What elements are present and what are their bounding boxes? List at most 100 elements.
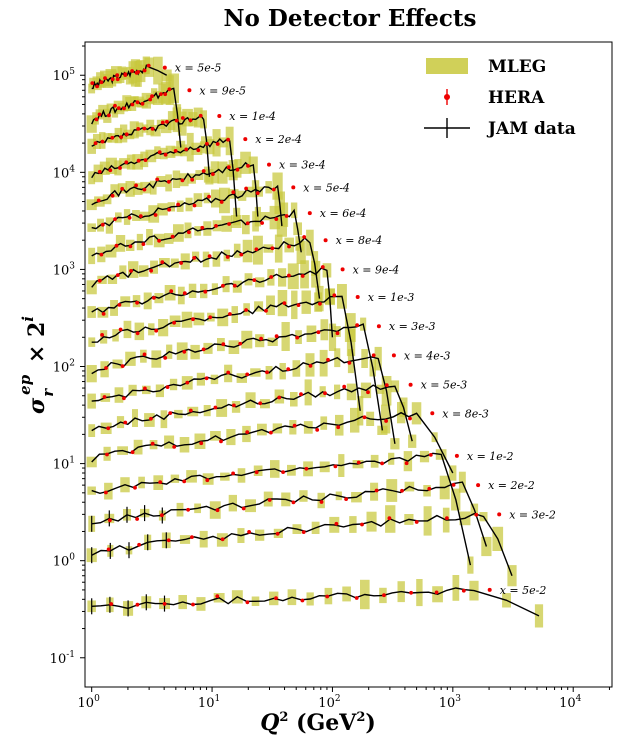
series-label: x = 3e-4 [279,159,326,172]
hera-point [104,366,108,370]
hera-point [203,289,208,294]
hera-point [245,372,250,377]
hera-point [118,327,123,332]
hera-point [461,588,466,593]
hera-point [267,498,272,502]
jam-curve [91,411,454,474]
hera-point [269,275,274,279]
hera-point [384,419,388,423]
hera-point [335,331,340,336]
hera-point [454,453,459,458]
hera-point [332,293,337,298]
hera-point [269,430,273,435]
legend-swatch-hera-dot [444,94,450,100]
hera-point [97,169,102,174]
mleg-band [408,434,417,448]
hera-point [362,415,367,420]
hera-point [106,547,111,552]
hera-point [366,390,370,395]
hera-point [228,312,232,316]
hera-point [286,367,291,372]
hera-point [130,102,135,107]
jam-curve [91,295,361,411]
hera-point [142,68,147,73]
series-label: x = 8e-4 [336,234,383,247]
mleg-bands [86,56,544,628]
hera-point [308,364,313,368]
hera-point [180,178,185,183]
hera-point [198,113,203,118]
hera-point [487,587,492,592]
hera-point [246,164,250,168]
hera-point [204,376,209,381]
hera-point [374,488,379,493]
series-label: x = 5e-4 [303,181,350,194]
hera-point [264,308,268,313]
hera-point [95,84,99,89]
series-label: x = 5e-3 [421,379,468,392]
hera-point [192,203,197,208]
hera-point [103,76,107,80]
series-label: x = 6e-4 [320,207,367,220]
jam-curve [91,87,182,148]
svg-text:σrep × 2i: σrep × 2i [16,316,57,414]
hera-point [219,439,223,444]
hera-point [188,408,193,413]
hera-point [157,238,162,243]
hera-point [226,165,231,170]
series-label: x = 4e-3 [404,349,451,362]
hera-point [117,303,122,307]
hera-point [97,112,102,117]
hera-point [133,485,137,490]
hera-point [235,167,240,172]
hera-point [255,191,260,196]
hera-point [384,383,389,388]
y-tick-label: 100 [53,553,76,570]
legend: MLEG HERA JAM data [424,57,576,139]
hera-point [287,244,291,249]
hera-point [300,274,305,278]
hera-point [187,230,191,235]
hera-point [243,137,248,142]
hera-point [428,453,433,457]
mleg-band [449,465,457,481]
hera-point [172,445,177,449]
y-tick-label: 104 [53,164,76,181]
hera-points [90,63,502,607]
hera-point [244,186,249,191]
hera-point [252,278,257,282]
hera-point [207,194,211,199]
hera-point [115,273,120,277]
hera-point [200,225,205,230]
hera-point [143,158,148,163]
series-label: x = 9e-5 [199,84,246,97]
y-tick-label: 101 [53,456,75,473]
hera-point [214,224,218,228]
hera-point [336,425,341,430]
hera-point [191,602,195,607]
mleg-band [87,486,96,495]
series-label: x = 8e-3 [442,407,489,420]
hera-point [100,139,105,144]
hera-point [326,357,330,362]
hera-point [99,252,104,257]
legend-swatch-mleg [426,58,468,74]
chart-title: No Detector Effects [224,5,477,32]
hera-point [135,300,140,305]
hera-point [97,278,102,283]
hera-point [135,602,140,607]
jam-curve [91,267,334,338]
series-label: x = 2e-2 [488,479,535,492]
x-tick-label: 100 [78,694,101,711]
jam-curve [91,481,488,547]
hera-point [120,364,125,368]
hera-point [360,522,364,527]
hera-point [245,430,250,434]
hera-point [108,168,113,173]
hera-point [173,149,178,153]
hera-point [282,301,287,305]
series-labels: x = 5e-5 x = 9e-5 x = 1e-4 x = 2e-4 x = 3e-4… [175,62,556,597]
jam-curve [91,137,238,217]
hera-point [227,222,232,226]
hera-point [99,80,104,85]
